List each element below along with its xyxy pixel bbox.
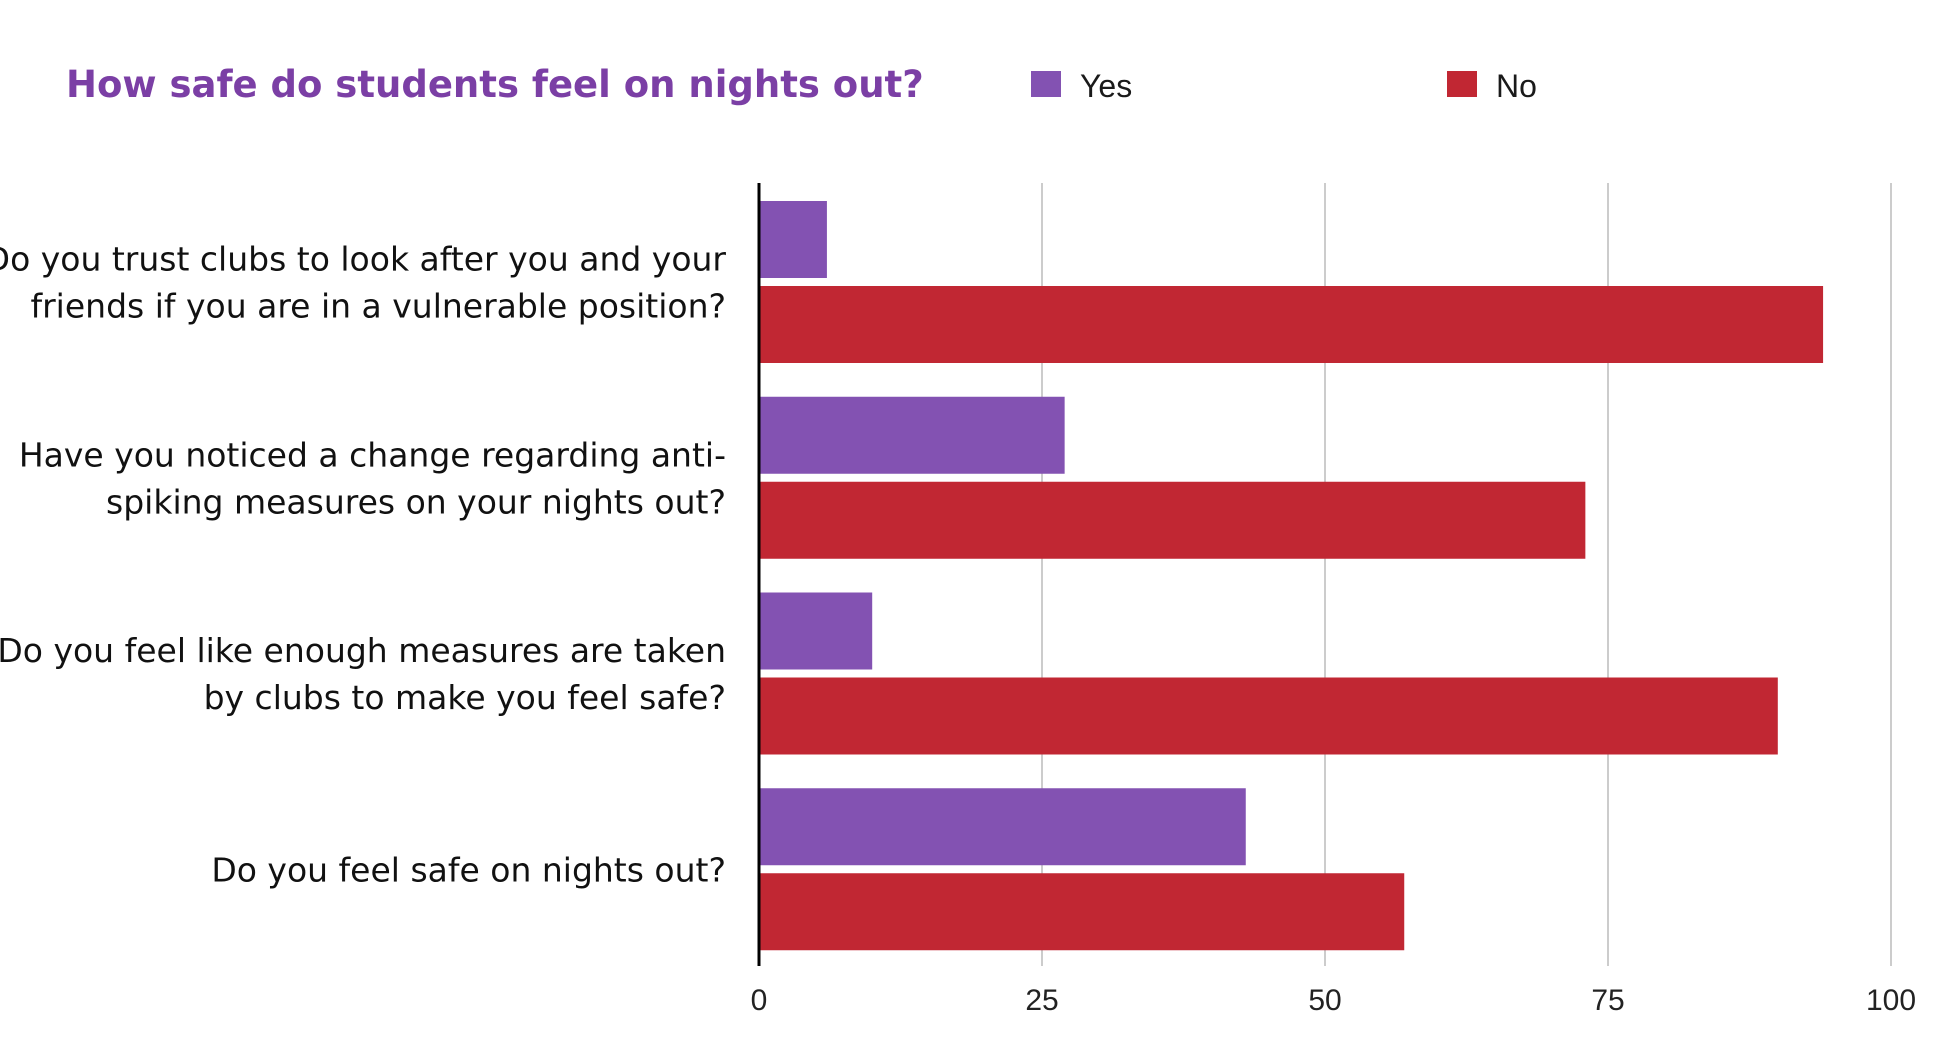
- legend-swatch-yes: [1031, 71, 1061, 97]
- bar-yes-1: [759, 396, 1065, 474]
- legend-label-no: No: [1496, 68, 1537, 104]
- category-label: friends if you are in a vulnerable posit…: [31, 287, 727, 326]
- legend-label-yes: Yes: [1080, 68, 1132, 104]
- bar-no-0: [759, 286, 1824, 363]
- bar-yes-0: [759, 201, 827, 278]
- chart-title: How safe do students feel on nights out?: [66, 63, 924, 106]
- x-tick-label: 75: [1591, 984, 1624, 1017]
- legend-swatch-no: [1447, 71, 1477, 97]
- x-tick-label: 100: [1866, 984, 1916, 1017]
- bars: [759, 201, 1824, 951]
- bar-yes-3: [759, 788, 1246, 866]
- legend: Yes No: [1031, 68, 1537, 104]
- x-tick-labels: 0 25 50 75 100: [751, 984, 1916, 1017]
- category-label: Do you feel like enough measures are tak…: [0, 631, 726, 670]
- category-label: Do you trust clubs to look after you and…: [0, 240, 726, 279]
- x-tick-label: 25: [1025, 984, 1058, 1017]
- bar-no-3: [759, 873, 1405, 951]
- category-label: by clubs to make you feel safe?: [204, 678, 726, 717]
- category-label: Do you feel safe on nights out?: [211, 850, 726, 889]
- category-label: spiking measures on your nights out?: [106, 482, 726, 521]
- bar-no-1: [759, 481, 1586, 559]
- bar-yes-2: [759, 592, 873, 670]
- x-tick-label: 0: [751, 984, 768, 1017]
- bar-no-2: [759, 677, 1778, 755]
- category-label: Have you noticed a change regarding anti…: [19, 435, 726, 474]
- x-tick-label: 50: [1308, 984, 1341, 1017]
- category-labels: Do you trust clubs to look after you and…: [0, 240, 726, 890]
